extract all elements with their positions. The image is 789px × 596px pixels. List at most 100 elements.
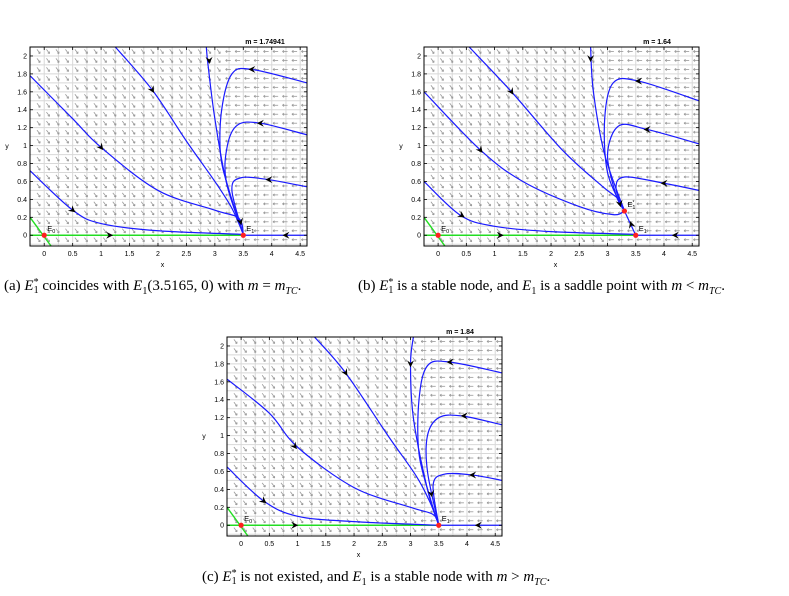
field-arrowhead <box>291 386 294 389</box>
field-arrowhead <box>113 186 117 189</box>
field-arrow <box>290 366 294 371</box>
field-arrowhead <box>366 511 370 515</box>
field-arrow <box>65 192 69 198</box>
field-arrow <box>299 509 304 515</box>
field-arrowhead <box>413 359 417 362</box>
field-arrowhead <box>535 239 538 243</box>
field-arrowhead <box>507 132 510 135</box>
field-arrowhead <box>693 50 696 53</box>
field-arrowhead <box>104 203 107 207</box>
field-arrowhead <box>655 175 658 179</box>
field-arrowhead <box>329 458 332 461</box>
field-arrow <box>562 219 567 225</box>
field-arrow <box>458 183 463 189</box>
field-arrowhead <box>488 51 491 54</box>
label-base: E <box>627 200 632 209</box>
field-arrowhead <box>693 193 696 197</box>
field-arrow <box>590 210 595 216</box>
field-arrow <box>280 446 285 452</box>
field-arrowhead <box>693 166 696 170</box>
y-tick-label: 1.4 <box>411 107 421 114</box>
field-arrowhead <box>244 467 247 470</box>
field-arrow <box>252 401 257 407</box>
field-arrow <box>169 85 174 90</box>
field-arrowhead <box>477 456 480 460</box>
field-arrow <box>477 120 482 126</box>
field-arrowhead <box>38 203 41 207</box>
field-arrowhead <box>636 85 639 89</box>
field-arrow <box>496 102 501 108</box>
field-arrowhead <box>180 78 183 81</box>
field-arrowhead <box>357 449 360 452</box>
field-arrow <box>355 509 360 515</box>
field-arrowhead <box>544 105 548 108</box>
field-arrowhead <box>104 78 107 81</box>
caption-segment: m <box>274 278 286 294</box>
field-arrowhead <box>272 386 276 389</box>
field-arrowhead <box>123 96 126 99</box>
field-arrow <box>103 156 107 162</box>
field-arrow <box>121 147 126 153</box>
field-arrow <box>449 192 454 198</box>
field-arrow <box>468 174 472 180</box>
field-arrowhead <box>450 159 454 162</box>
field-arrow <box>188 174 193 180</box>
field-arrowhead <box>450 168 454 171</box>
field-arrowhead <box>655 184 658 188</box>
field-arrowhead <box>142 60 145 63</box>
field-arrowhead <box>94 132 98 135</box>
field-arrow <box>290 375 294 380</box>
field-arrowhead <box>674 103 677 107</box>
field-arrow <box>169 58 174 63</box>
field-arrowhead <box>263 449 266 452</box>
trajectory-arrow <box>427 489 435 498</box>
field-arrow <box>534 183 538 189</box>
field-arrowhead <box>85 60 88 63</box>
field-arrow <box>233 339 238 344</box>
field-arrowhead <box>497 212 501 216</box>
field-arrowhead <box>395 350 398 353</box>
field-arrowhead <box>507 221 510 225</box>
field-arrowhead <box>47 168 50 171</box>
field-arrow <box>318 401 323 407</box>
field-arrowhead <box>347 458 351 461</box>
field-arrow <box>46 210 50 216</box>
field-arrowhead <box>646 211 649 215</box>
field-arrowhead <box>282 211 285 215</box>
field-arrowhead <box>263 175 266 179</box>
field-arrow <box>271 527 275 533</box>
field-arrow <box>468 183 472 189</box>
field-arrowhead <box>347 502 351 506</box>
field-arrow <box>93 201 98 207</box>
field-arrowhead <box>272 157 275 161</box>
field-arrowhead <box>38 96 41 99</box>
field-arrowhead <box>161 69 164 72</box>
field-arrowhead <box>516 239 520 243</box>
field-arrow <box>131 183 136 189</box>
field-arrowhead <box>208 51 212 54</box>
field-arrow <box>65 67 69 72</box>
field-arrow <box>458 138 463 144</box>
field-arrow <box>271 410 275 416</box>
field-arrowhead <box>263 458 266 461</box>
field-arrowhead <box>142 177 145 180</box>
field-arrowhead <box>329 395 332 398</box>
field-arrowhead <box>319 404 323 407</box>
field-arrow <box>243 473 247 479</box>
caption-a: (a) E * 1 coincides with E1(3.5165, 0) wit… <box>4 277 301 297</box>
field-arrow <box>178 85 183 90</box>
field-arrowhead <box>395 511 398 515</box>
field-arrowhead <box>563 132 567 135</box>
field-arrow <box>458 156 463 162</box>
field-arrow <box>131 210 136 216</box>
field-arrowhead <box>208 194 212 198</box>
field-arrow <box>477 58 482 63</box>
field-arrowhead <box>430 384 433 388</box>
field-arrowhead <box>301 202 304 206</box>
field-arrowhead <box>132 141 136 144</box>
field-arrowhead <box>329 368 332 371</box>
field-arrowhead <box>132 132 136 135</box>
field-arrow <box>188 147 193 153</box>
field-arrowhead <box>189 51 193 54</box>
field-arrow <box>440 76 444 81</box>
